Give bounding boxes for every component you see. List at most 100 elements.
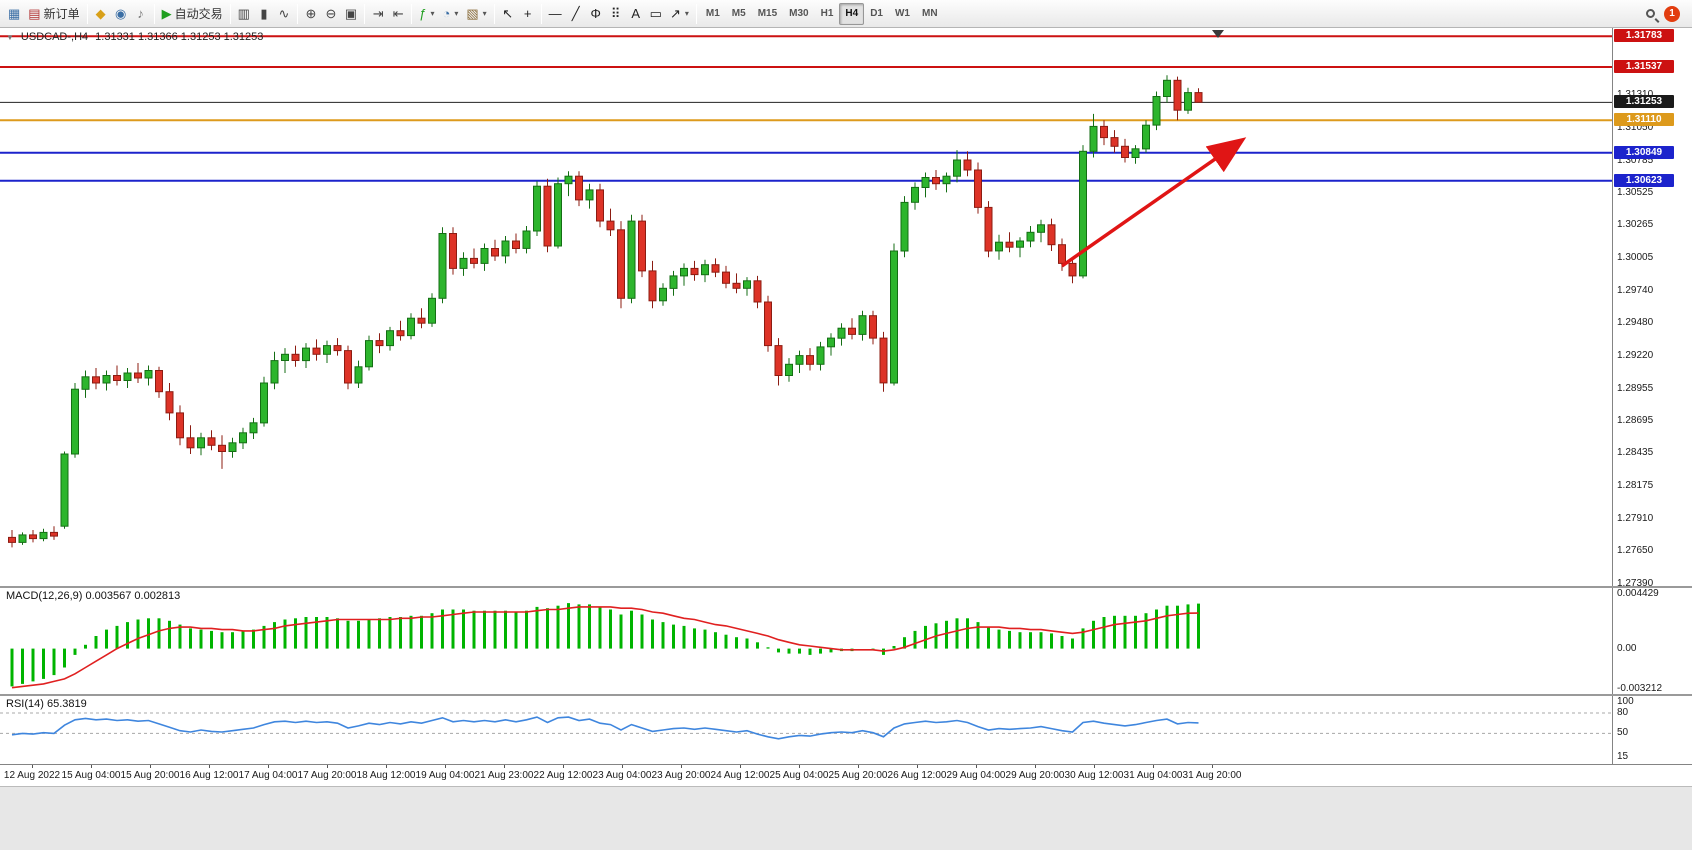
price-tick-label: 1.29740 — [1617, 285, 1654, 296]
time-label: 22 Aug 12:00 — [533, 770, 593, 781]
cursor-icon: ↖ — [502, 6, 514, 21]
price-tick-label: 1.31050 — [1617, 122, 1654, 133]
cursor-button[interactable]: ↖ — [498, 3, 518, 25]
templates-menu-icon: ▧ — [466, 6, 479, 21]
candle — [732, 273, 741, 294]
time-tick — [1153, 765, 1154, 768]
toolbar: ▦ ▤ 新订单 ◆ ◉ ♪ ▶ 自动交易 ▥ ▮ ∿ ⊕ ⊖ ▣ ⇥ ⇤ ƒ ▾ ◔ ▾ ▧ ▾ ↖ + — ╱ Φ ⠿ A ▭ ↗ ▾ M1 M… — [0, 0, 1692, 28]
price-tick-label: 1.30785 — [1617, 155, 1654, 166]
search-button[interactable] — [1640, 3, 1660, 25]
fibonacci-button[interactable]: Φ — [586, 3, 606, 25]
zoom-out-button[interactable]: ⊖ — [321, 3, 341, 25]
bar-chart-mode-button[interactable]: ▥ — [234, 3, 254, 25]
candle-chart-mode-button[interactable]: ▮ — [254, 3, 274, 25]
tile-windows-button[interactable]: ▣ — [341, 3, 361, 25]
candle — [858, 310, 867, 341]
candle — [491, 239, 499, 261]
macd-tick-label: -0.003212 — [1617, 683, 1663, 694]
chevron-down-icon: ▾ — [430, 9, 435, 18]
time-tick — [1212, 765, 1213, 768]
time-label: 29 Aug 20:00 — [1005, 770, 1065, 781]
rsi-svg — [0, 712, 1612, 740]
chart-symbol-period: USDCAD-,H4 — [20, 31, 89, 43]
timeframe-m5-button[interactable]: M5 — [731, 8, 746, 19]
candle — [312, 339, 321, 361]
rsi-tick-label: 100 — [1617, 696, 1634, 707]
horizontal-line-button[interactable]: — — [545, 3, 566, 25]
candle — [984, 201, 993, 258]
templates-menu-button[interactable]: ▧ ▾ — [462, 3, 490, 25]
profile-button[interactable]: ◉ — [111, 3, 131, 25]
auto-scroll-button[interactable]: ⇥ — [368, 3, 388, 25]
price-tick-label: 1.30265 — [1617, 219, 1654, 230]
sounds-button[interactable]: ♪ — [131, 3, 151, 25]
candle — [144, 365, 153, 386]
shift-marker-icon[interactable] — [1212, 30, 1224, 38]
candle — [81, 370, 90, 398]
candle — [596, 183, 604, 228]
timeframe-h4-button[interactable]: H4 — [839, 2, 865, 25]
candle — [1100, 120, 1108, 146]
new-order-button[interactable]: ▤ 新订单 — [24, 3, 83, 25]
zoom-out-icon: ⊖ — [325, 6, 337, 21]
autotrading-button-label: 自动交易 — [174, 7, 223, 21]
candle — [1184, 87, 1192, 114]
trendline-button[interactable]: ╱ — [566, 3, 586, 25]
timeframe-m1-button[interactable]: M1 — [705, 8, 720, 19]
time-tick — [858, 765, 859, 768]
text-label-button[interactable]: ▭ — [646, 3, 666, 25]
trend-arrow[interactable] — [1060, 137, 1247, 268]
notification-badge[interactable]: 1 — [1664, 5, 1680, 22]
candle — [459, 252, 468, 276]
chart-menu-icon[interactable]: ▼ — [6, 32, 14, 42]
timeframe-m30-button[interactable]: M30 — [789, 8, 809, 19]
candle — [1152, 91, 1161, 131]
timeframe-m15-button[interactable]: M15 — [757, 8, 778, 19]
timeframe-w1-button[interactable]: W1 — [894, 8, 910, 19]
chart-shift-button[interactable]: ⇤ — [388, 3, 408, 25]
timeframe-d1-button[interactable]: D1 — [870, 8, 883, 19]
text-icon: A — [631, 6, 640, 21]
candle — [1194, 88, 1203, 103]
timeframe-h1-button[interactable]: H1 — [820, 8, 834, 19]
macd-tick-label: 0.00 — [1617, 643, 1637, 654]
candle — [953, 150, 961, 183]
tile-windows-icon: ▣ — [344, 6, 358, 21]
arrows-tool-button[interactable]: ↗ ▾ — [666, 3, 693, 25]
new-chart-button[interactable]: ▦ — [4, 3, 24, 25]
price-tick-label: 1.27650 — [1617, 545, 1654, 556]
candle — [1131, 145, 1140, 164]
autotrading-button[interactable]: ▶ 自动交易 — [158, 3, 227, 25]
price-tick-label: 1.28695 — [1617, 415, 1654, 426]
time-tick — [681, 765, 682, 768]
macd-panel: MACD(12,26,9) 0.003567 0.002813 0.004429… — [0, 586, 1692, 694]
indicators-menu-button[interactable]: ƒ ▾ — [415, 3, 438, 25]
time-tick — [268, 765, 269, 768]
line-chart-mode-button[interactable]: ∿ — [274, 3, 294, 25]
macd-svg — [10, 603, 1200, 689]
crosshair-button[interactable]: + — [518, 3, 538, 25]
timeframe-mn-button[interactable]: MN — [921, 8, 938, 19]
candle — [249, 417, 258, 439]
metaeditor-button[interactable]: ◆ — [91, 3, 111, 25]
candle — [438, 227, 447, 304]
metaeditor-icon: ◆ — [95, 6, 106, 21]
text-button[interactable]: A — [626, 3, 646, 25]
time-label: 17 Aug 20:00 — [297, 770, 357, 781]
candle — [344, 345, 352, 390]
rsi-panel: RSI(14) 65.3819 100 80 50 15 — [0, 694, 1692, 764]
time-label: 30 Aug 12:00 — [1064, 770, 1124, 781]
candle — [365, 335, 373, 371]
toolbar-separator — [493, 3, 495, 24]
periods-menu-button[interactable]: ◔ ▾ — [438, 3, 462, 25]
rsi-tick-label: 50 — [1617, 727, 1629, 738]
shapes-button[interactable]: ⠿ — [606, 3, 626, 25]
candle — [974, 162, 982, 214]
candle — [627, 214, 636, 304]
zoom-in-button[interactable]: ⊕ — [301, 3, 321, 25]
candle — [806, 348, 814, 371]
time-label: 15 Aug 04:00 — [61, 770, 121, 781]
time-tick — [32, 765, 33, 768]
candle — [764, 295, 772, 352]
candle — [942, 172, 951, 193]
